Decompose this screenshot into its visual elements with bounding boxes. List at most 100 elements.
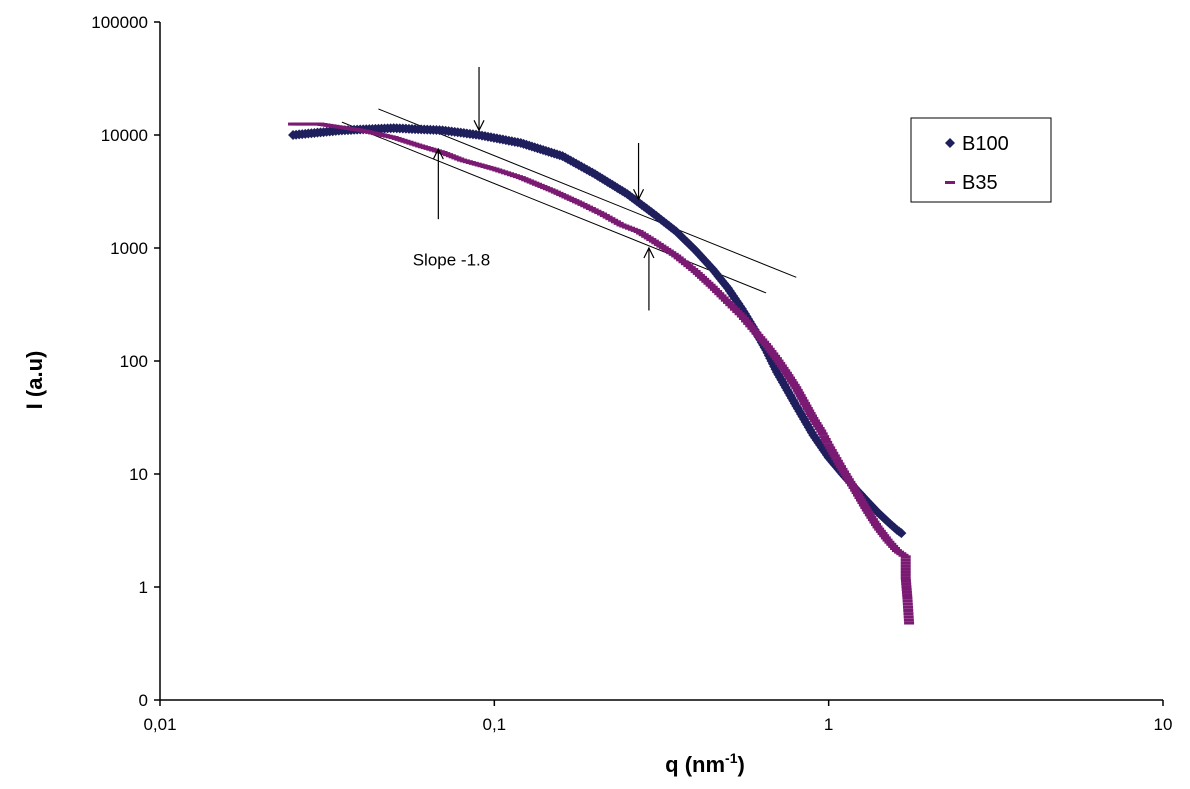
annotations: Slope -1.8 — [413, 251, 491, 270]
data-point — [646, 238, 657, 242]
data-point — [903, 608, 914, 612]
data-point — [900, 555, 911, 559]
data-point — [813, 424, 824, 428]
fit-line — [341, 121, 767, 294]
data-point — [694, 273, 705, 277]
data-point — [900, 576, 911, 580]
data-point — [900, 567, 911, 571]
slope-annotation: Slope -1.8 — [413, 251, 491, 270]
data-point — [900, 579, 911, 583]
data-point — [666, 251, 677, 255]
data-point — [775, 361, 786, 365]
x-axis-title: q (nm-1) — [665, 750, 745, 777]
data-point — [648, 239, 659, 243]
data-point — [602, 215, 613, 219]
data-point — [837, 467, 848, 471]
data-point — [751, 331, 762, 335]
data-point — [869, 520, 880, 524]
data-point — [759, 340, 770, 344]
data-point — [761, 342, 772, 346]
data-point — [902, 602, 913, 606]
fit-line — [378, 108, 797, 278]
y-tick-label: 0 — [139, 691, 148, 710]
data-point — [797, 396, 808, 400]
data-point — [720, 298, 731, 302]
legend-box — [910, 117, 1052, 203]
data-point — [902, 596, 913, 600]
data-point — [884, 540, 895, 544]
x-tick-label: 10 — [1154, 715, 1173, 734]
data-point — [839, 470, 850, 474]
data-point — [888, 544, 899, 548]
data-point — [653, 242, 664, 246]
data-point — [902, 599, 913, 603]
series-layer — [288, 122, 915, 625]
data-point — [743, 321, 754, 325]
data-point — [843, 478, 854, 482]
data-point — [699, 277, 710, 281]
data-point — [613, 221, 624, 225]
data-point — [692, 271, 703, 275]
arrow-down — [473, 66, 485, 132]
data-point — [900, 570, 911, 574]
arrows — [432, 66, 655, 311]
arrow-up — [643, 246, 655, 311]
y-tick-label: 100 — [120, 352, 148, 371]
data-point — [874, 527, 885, 531]
data-point — [703, 281, 714, 285]
data-point — [801, 404, 812, 408]
legend: B100 B35 — [910, 117, 1052, 203]
data-point — [773, 359, 784, 363]
data-point — [685, 266, 696, 270]
data-point — [701, 279, 712, 283]
data-point — [741, 319, 752, 323]
data-point — [817, 432, 828, 436]
data-point — [903, 612, 914, 616]
data-point — [768, 352, 779, 356]
data-point — [903, 605, 914, 609]
data-point — [901, 587, 912, 591]
data-point — [697, 275, 708, 279]
data-point — [766, 350, 777, 354]
data-point — [778, 366, 789, 370]
data-point — [804, 409, 815, 413]
data-point — [820, 438, 831, 442]
data-point — [867, 518, 878, 522]
data-point — [900, 558, 911, 562]
data-point — [872, 525, 883, 529]
y-tick-label: 100000 — [91, 13, 148, 32]
data-point — [729, 307, 740, 311]
series-b35 — [288, 122, 915, 625]
data-point — [855, 498, 866, 502]
data-point — [903, 618, 914, 622]
data-point — [835, 465, 846, 469]
data-point — [795, 394, 806, 398]
data-point — [668, 252, 679, 256]
data-point — [757, 338, 768, 342]
data-point — [792, 388, 803, 392]
data-point — [829, 454, 840, 458]
data-point — [809, 419, 820, 423]
data-point — [712, 290, 723, 294]
data-point — [688, 268, 699, 272]
y-tick-label: 1000 — [110, 239, 148, 258]
legend-marker-b100 — [945, 138, 955, 148]
data-point — [658, 246, 669, 250]
data-point — [727, 305, 738, 309]
data-point — [780, 369, 791, 373]
data-point — [903, 615, 914, 619]
data-point — [896, 528, 907, 539]
data-point — [786, 378, 797, 382]
data-point — [901, 585, 912, 589]
data-point — [891, 549, 902, 553]
data-point — [850, 488, 861, 492]
data-point — [877, 532, 888, 536]
data-point — [725, 303, 736, 307]
data-point — [886, 542, 897, 546]
data-point — [661, 247, 672, 251]
data-point — [894, 550, 905, 554]
data-point — [870, 523, 881, 527]
data-point — [781, 371, 792, 375]
